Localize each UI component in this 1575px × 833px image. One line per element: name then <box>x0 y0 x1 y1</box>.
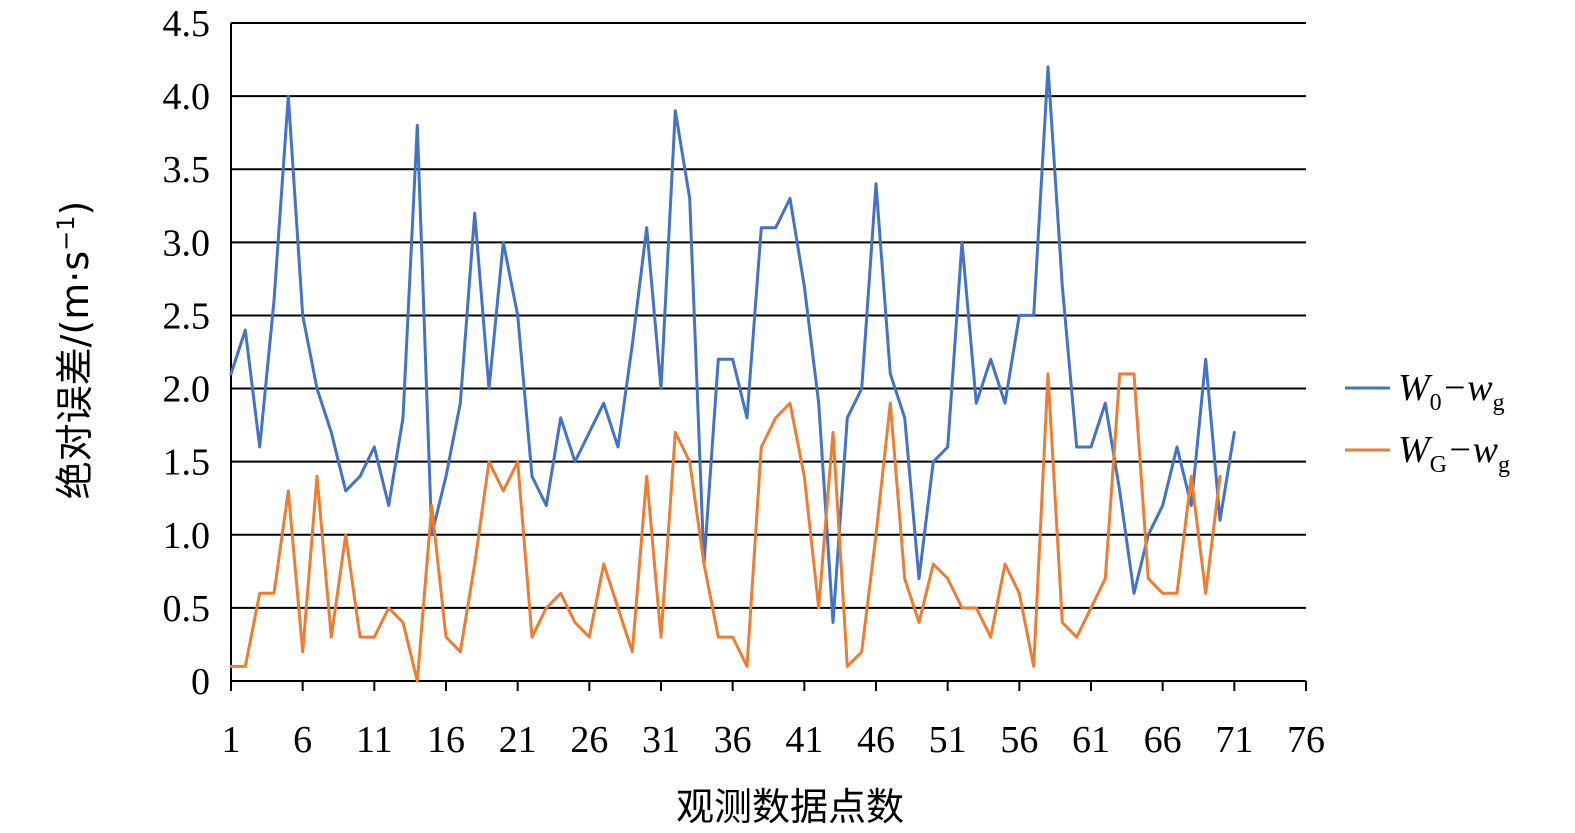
y-tick-label: 2.0 <box>163 369 211 411</box>
legend-wg-dash: −w <box>1447 429 1499 471</box>
y-tick-label: 2.5 <box>163 295 211 337</box>
legend-label-w0: W0−wg <box>1398 367 1505 416</box>
x-tick-label: 71 <box>1215 719 1253 761</box>
axes <box>230 23 1307 691</box>
x-tick-label: 16 <box>427 719 465 761</box>
legend-w0-sub: 0 <box>1430 390 1442 416</box>
legend: W0−wg WG−wg <box>1345 367 1510 478</box>
x-tick-label: 46 <box>857 719 895 761</box>
x-tick-label: 36 <box>714 719 752 761</box>
x-tick-label: 31 <box>642 719 680 761</box>
y-tick-labels: 0 0.5 1.0 1.5 2.0 2.5 3.0 3.5 4.0 4.5 <box>163 3 211 703</box>
x-tick-label: 41 <box>785 719 823 761</box>
legend-wg-sub2: g <box>1498 452 1510 478</box>
y-tick-label: 0 <box>191 661 210 703</box>
series-line-wG-wg <box>229 372 1222 683</box>
x-tick-label: 21 <box>499 719 537 761</box>
y-axis-title: 绝对误差/(m·s−1) <box>52 201 97 500</box>
x-tick-labels: 1 6 11 16 21 26 31 36 41 46 51 56 61 66 71 76 <box>222 719 1326 761</box>
x-tick-label: 26 <box>570 719 608 761</box>
x-axis-title: 观测数据点数 <box>676 785 904 829</box>
series-lines <box>229 65 1236 683</box>
legend-wg-sub: G <box>1430 452 1447 478</box>
y-tick-label: 4.0 <box>163 76 211 118</box>
y-axis-title-sup: −1 <box>52 215 80 250</box>
x-tick-label: 76 <box>1287 719 1325 761</box>
x-tick-label: 6 <box>293 719 312 761</box>
y-tick-label: 1.5 <box>163 442 211 484</box>
x-tick-label: 11 <box>356 719 393 761</box>
y-tick-label: 3.5 <box>163 149 211 191</box>
y-tick-label: 3.0 <box>163 222 211 264</box>
x-tick-label: 66 <box>1144 719 1182 761</box>
y-tick-label: 4.5 <box>163 3 211 45</box>
y-tick-label: 0.5 <box>163 588 211 630</box>
x-tick-label: 51 <box>929 719 967 761</box>
series-line-w0-wg <box>229 65 1236 624</box>
y-axis-title-main: 绝对误差/(m·s <box>53 251 97 500</box>
legend-w0-main: W <box>1398 367 1433 409</box>
x-tick-label: 61 <box>1072 719 1110 761</box>
x-tick-label: 56 <box>1000 719 1038 761</box>
legend-wg-main: W <box>1398 429 1433 471</box>
legend-label-wg: WG−wg <box>1398 429 1510 478</box>
x-tick-label: 1 <box>222 719 241 761</box>
y-tick-label: 1.0 <box>163 515 211 557</box>
legend-w0-sub2: g <box>1493 390 1505 416</box>
y-axis-title-close: ) <box>53 201 97 216</box>
legend-w0-dash: −w <box>1442 367 1494 409</box>
